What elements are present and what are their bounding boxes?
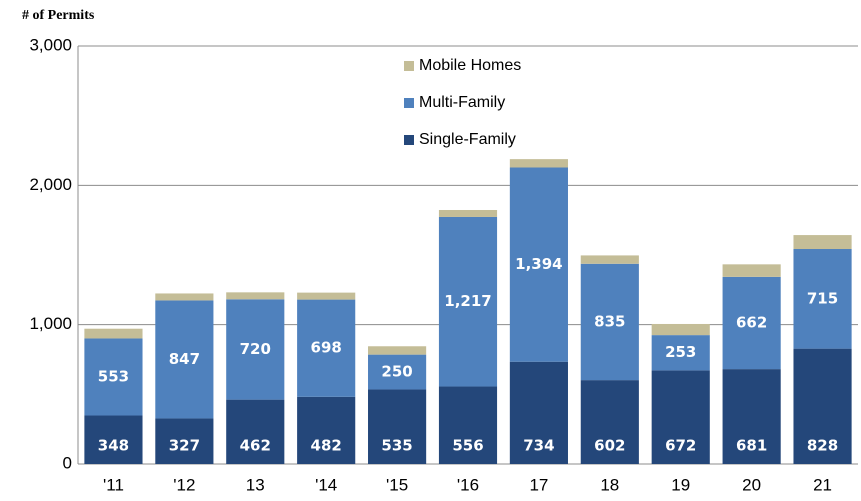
bar-segment	[580, 255, 639, 264]
bar-segment	[509, 167, 568, 362]
bar-segment	[438, 216, 498, 387]
chart-title: # of Permits	[22, 8, 95, 23]
bar-segment	[651, 335, 710, 371]
legend-swatch	[404, 135, 414, 145]
legend-label: Single-Family	[419, 131, 516, 148]
x-tick-label: 19	[671, 475, 690, 494]
bar-segment	[651, 323, 710, 336]
bar-segment	[297, 292, 356, 300]
bar-segment	[509, 159, 568, 168]
x-tick-label: '12	[173, 475, 195, 494]
data-label: 556	[452, 437, 483, 455]
bar-segment	[368, 389, 427, 464]
y-tick-label: 2,000	[29, 175, 72, 194]
bar-segment	[226, 292, 285, 300]
data-label: 720	[240, 340, 271, 358]
bar-segment	[793, 249, 852, 349]
bar-segment	[509, 361, 568, 464]
bar-segment	[84, 415, 143, 464]
x-tick-label: 13	[246, 475, 265, 494]
bar-segment	[722, 369, 781, 464]
x-tick-label: 20	[742, 475, 761, 494]
bar-segment	[580, 380, 639, 464]
bar-segment	[155, 418, 214, 464]
y-tick-label: 3,000	[29, 35, 72, 54]
legend-label: Multi-Family	[419, 94, 505, 111]
data-label: 662	[736, 313, 767, 331]
data-label: 535	[381, 437, 412, 455]
data-label: 253	[665, 343, 696, 361]
bar-segment	[580, 263, 639, 381]
data-label: 681	[736, 437, 767, 455]
data-label: 715	[807, 289, 838, 307]
x-tick-label: '16	[457, 475, 479, 494]
data-label: 553	[98, 367, 129, 385]
data-label: 462	[240, 437, 271, 455]
bar-segment	[438, 386, 498, 464]
bar-segment	[155, 293, 214, 301]
data-label: 847	[169, 350, 200, 368]
data-label: 1,394	[515, 255, 562, 273]
bar-segment	[368, 346, 427, 355]
data-label: 698	[311, 339, 342, 357]
bar-segment	[226, 399, 285, 464]
bar-segment	[226, 299, 285, 400]
bar-segment	[84, 328, 143, 339]
x-tick-label: '14	[315, 475, 337, 494]
bar-segment	[793, 235, 852, 250]
legend-swatch	[404, 61, 414, 71]
x-tick-label: '11	[103, 475, 124, 494]
bar-segment	[155, 300, 214, 419]
x-tick-label: 17	[529, 475, 548, 494]
data-label: 835	[594, 312, 625, 330]
bar-segment	[438, 209, 498, 217]
data-label: 734	[523, 437, 554, 455]
legend-label: Mobile Homes	[419, 57, 521, 74]
data-label: 828	[807, 437, 838, 455]
bar-segment	[722, 276, 781, 370]
data-label: 327	[169, 437, 200, 455]
y-tick-label: 0	[63, 453, 72, 472]
y-tick-label: 1,000	[29, 314, 72, 333]
data-label: 672	[665, 437, 696, 455]
x-tick-label: 18	[600, 475, 619, 494]
data-label: 250	[381, 363, 412, 381]
bar-segment	[368, 354, 427, 390]
bar-segment	[297, 299, 356, 397]
bar-segment	[651, 370, 710, 464]
bar-segment	[84, 338, 143, 416]
data-label: 602	[594, 437, 625, 455]
data-label: 482	[311, 437, 342, 455]
bar-segment	[297, 396, 356, 464]
x-tick-label: 21	[813, 475, 832, 494]
data-label: 1,217	[444, 292, 491, 310]
x-tick-label: '15	[386, 475, 408, 494]
bar-segment	[793, 348, 852, 464]
legend-swatch	[404, 98, 414, 108]
data-label: 348	[98, 437, 129, 455]
bar-segment	[722, 264, 781, 277]
